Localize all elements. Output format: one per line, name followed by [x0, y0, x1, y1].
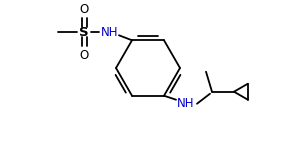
Text: NH: NH [177, 97, 195, 110]
Text: O: O [79, 3, 88, 16]
Text: O: O [79, 49, 88, 62]
Text: NH: NH [101, 26, 119, 39]
Text: S: S [79, 26, 89, 39]
